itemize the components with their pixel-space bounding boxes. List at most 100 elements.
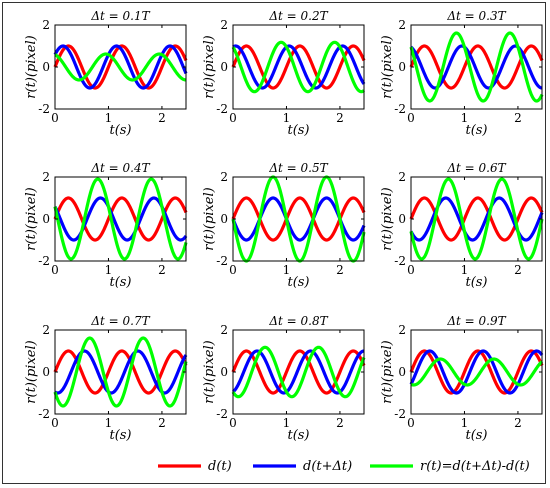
series-d-t — [409, 196, 544, 242]
x-tick-label: 1 — [283, 263, 291, 277]
y-axis-label: r(t)(pixel) — [380, 187, 395, 250]
series-d-t — [409, 349, 544, 395]
subplot-title: Δt = 0.6T — [446, 161, 506, 175]
x-axis-label: t(s) — [465, 428, 487, 443]
x-tick-label: 2 — [514, 263, 522, 277]
x-tick-label: 2 — [514, 111, 522, 125]
y-axis-label: r(t)(pixel) — [24, 187, 39, 250]
x-tick-label: 1 — [283, 111, 291, 125]
series-d-t-plus-dt — [409, 349, 544, 395]
y-tick-label: 0 — [398, 60, 406, 74]
y-tick-label: 0 — [220, 365, 228, 379]
subplot-title: Δt = 0.5T — [268, 161, 328, 175]
x-tick-label: 0 — [407, 263, 415, 277]
series-r-t — [409, 177, 544, 261]
subplot-title: Δt = 0.4T — [90, 161, 150, 175]
series-r-t — [409, 31, 544, 103]
series-d-t-plus-dt — [53, 349, 188, 395]
y-tick-label: -2 — [38, 254, 50, 268]
y-axis-label: r(t)(pixel) — [202, 187, 217, 250]
y-tick-label: 0 — [220, 212, 228, 226]
x-tick-label: 1 — [105, 111, 113, 125]
x-tick-label: 0 — [229, 111, 237, 125]
series-d-t — [231, 196, 366, 242]
y-tick-label: 0 — [398, 212, 406, 226]
series-r-t — [231, 345, 366, 399]
series-r-t — [53, 336, 188, 408]
y-tick-label: 2 — [220, 18, 228, 32]
x-axis-label: t(s) — [287, 428, 309, 443]
legend-label: r(t)=d(t+Δt)-d(t) — [420, 459, 530, 474]
subplot-title: Δt = 0.8T — [268, 314, 328, 328]
x-tick-label: 2 — [158, 416, 166, 430]
x-tick-label: 2 — [336, 416, 344, 430]
y-axis-label: r(t)(pixel) — [202, 35, 217, 98]
x-axis-label: t(s) — [287, 275, 309, 290]
legend-label: d(t+Δt) — [303, 459, 352, 474]
y-tick-label: 2 — [42, 323, 50, 337]
y-tick-label: -2 — [394, 254, 406, 268]
x-tick-label: 0 — [229, 416, 237, 430]
subplot-title: Δt = 0.3T — [446, 9, 506, 23]
x-tick-label: 2 — [336, 111, 344, 125]
x-axis-label: t(s) — [465, 275, 487, 290]
x-tick-label: 2 — [514, 416, 522, 430]
y-axis-label: r(t)(pixel) — [24, 340, 39, 403]
series-d-t-plus-dt — [231, 44, 366, 90]
x-axis-label: t(s) — [109, 275, 131, 290]
x-tick-label: 1 — [105, 263, 113, 277]
series-r-t — [53, 52, 188, 82]
series-d-t — [231, 44, 366, 90]
x-axis-label: t(s) — [109, 123, 131, 138]
subplot-title: Δt = 0.1T — [90, 9, 150, 23]
x-tick-label: 2 — [336, 263, 344, 277]
x-tick-label: 0 — [407, 416, 415, 430]
x-axis-label: t(s) — [109, 428, 131, 443]
subplot-title: Δt = 0.2T — [268, 9, 328, 23]
y-tick-label: 0 — [42, 365, 50, 379]
figure-frame — [2, 2, 546, 484]
x-axis-label: t(s) — [287, 123, 309, 138]
x-tick-label: 1 — [461, 416, 469, 430]
x-tick-label: 0 — [407, 111, 415, 125]
x-tick-label: 1 — [283, 416, 291, 430]
series-r-t — [409, 357, 544, 387]
y-tick-label: -2 — [394, 102, 406, 116]
y-tick-label: 0 — [220, 60, 228, 74]
y-tick-label: 2 — [42, 18, 50, 32]
x-tick-label: 1 — [461, 263, 469, 277]
x-tick-label: 2 — [158, 111, 166, 125]
x-axis-label: t(s) — [465, 123, 487, 138]
y-axis-label: r(t)(pixel) — [202, 340, 217, 403]
y-axis-label: r(t)(pixel) — [24, 35, 39, 98]
y-tick-label: 0 — [398, 365, 406, 379]
y-tick-label: -2 — [38, 407, 50, 421]
y-tick-label: 2 — [220, 323, 228, 337]
series-r-t — [231, 175, 366, 263]
y-tick-label: 0 — [42, 60, 50, 74]
subplot-title: Δt = 0.9T — [446, 314, 506, 328]
y-tick-label: -2 — [216, 407, 228, 421]
legend-label: d(t) — [208, 459, 232, 474]
x-tick-label: 0 — [51, 111, 59, 125]
series-d-t-plus-dt — [53, 44, 188, 90]
y-axis-label: r(t)(pixel) — [380, 35, 395, 98]
y-tick-label: 2 — [398, 170, 406, 184]
x-tick-label: 1 — [105, 416, 113, 430]
x-tick-label: 0 — [229, 263, 237, 277]
x-tick-label: 2 — [158, 263, 166, 277]
y-axis-label: r(t)(pixel) — [380, 340, 395, 403]
series-r-t — [53, 177, 188, 261]
x-tick-label: 0 — [51, 263, 59, 277]
y-tick-label: 2 — [42, 170, 50, 184]
series-d-t — [409, 44, 544, 90]
